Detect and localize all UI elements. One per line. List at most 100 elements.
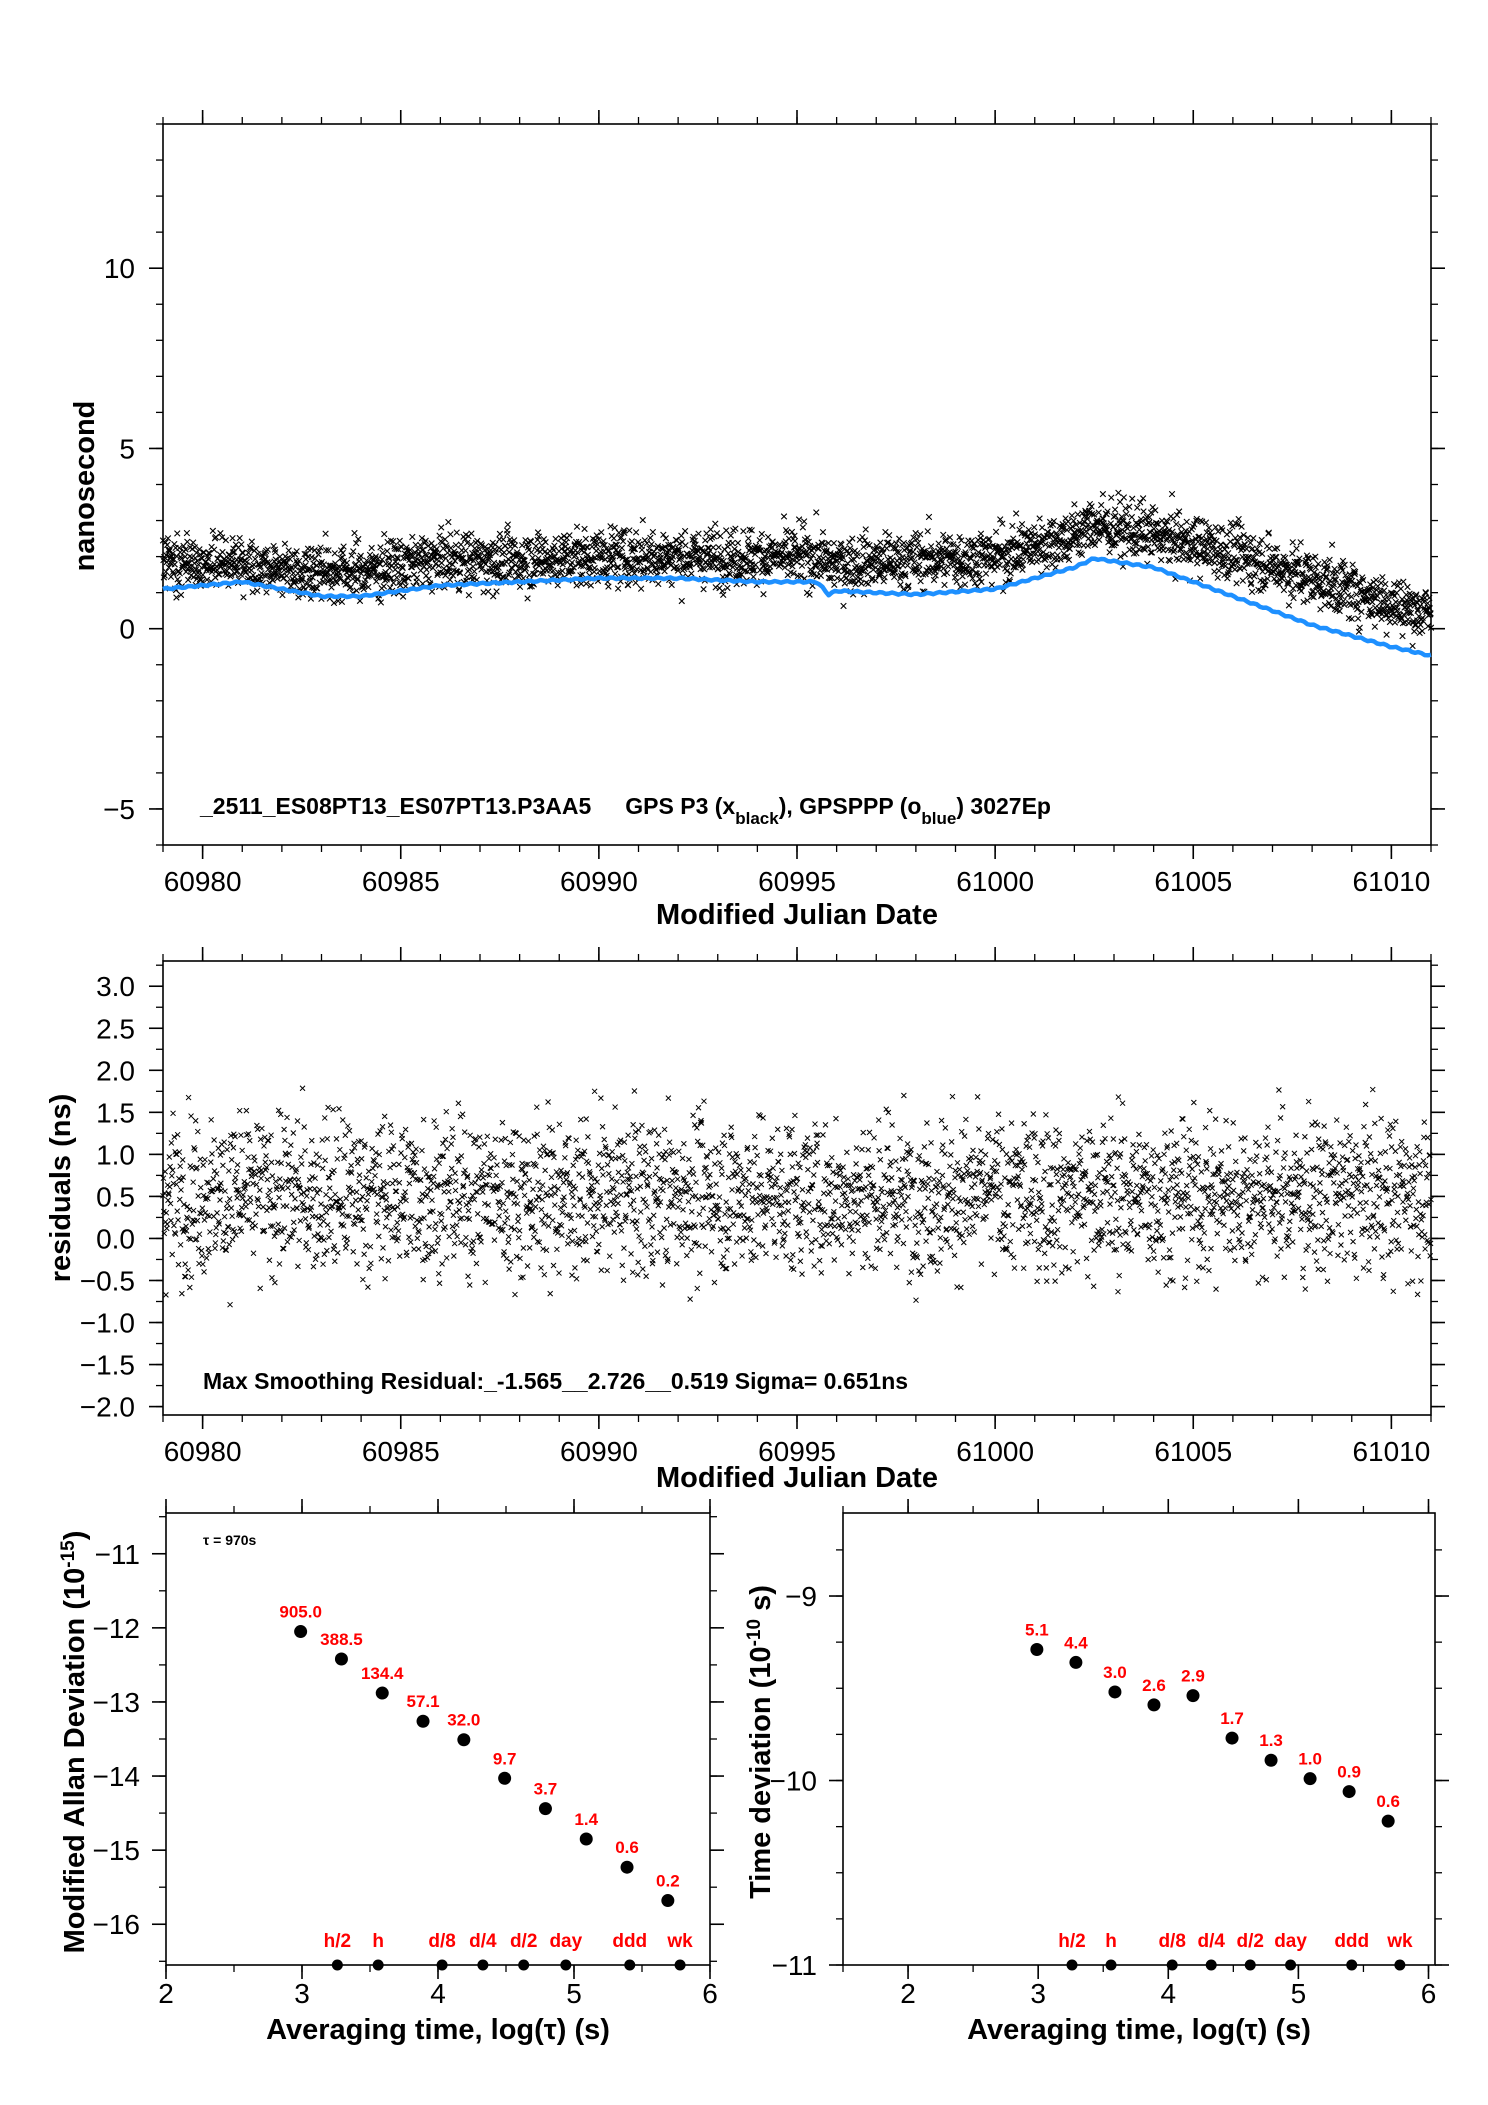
residual-point	[204, 1195, 211, 1202]
residual-point	[658, 1176, 665, 1183]
residual-point	[414, 1235, 421, 1242]
residual-point	[528, 1205, 534, 1212]
residual-point	[448, 1141, 455, 1147]
p3-point	[291, 551, 299, 558]
residual-point	[172, 1231, 179, 1237]
residual-point	[305, 1225, 312, 1232]
residual-point	[628, 1188, 635, 1194]
residual-point	[843, 1196, 850, 1202]
p3-point	[641, 537, 649, 544]
p3-point	[1098, 501, 1105, 509]
residual-point	[723, 1265, 730, 1272]
residual-point	[688, 1208, 695, 1215]
gps-p3-scatter	[159, 489, 1435, 650]
residual-point	[707, 1148, 714, 1155]
residual-point	[443, 1108, 450, 1115]
p3-point	[854, 549, 861, 557]
residual-point	[685, 1182, 691, 1189]
p3-point	[530, 570, 537, 578]
p3-point	[964, 562, 972, 569]
residual-point	[685, 1198, 692, 1205]
p3-point	[1310, 593, 1317, 601]
p3-point	[721, 563, 729, 570]
timeseries-y-axis-title: nanosecond	[69, 401, 101, 572]
residual-point	[727, 1213, 733, 1219]
residual-point	[663, 1247, 670, 1254]
residual-point	[493, 1172, 499, 1179]
p3-point	[1019, 561, 1027, 568]
residual-point	[596, 1200, 603, 1207]
y-tick-label: 0.5	[96, 1181, 135, 1212]
residual-point	[233, 1168, 240, 1175]
p3-point	[1364, 586, 1371, 594]
p3-point	[368, 544, 375, 552]
residual-point	[272, 1279, 278, 1286]
residual-point	[840, 1164, 846, 1170]
p3-point	[1191, 521, 1198, 528]
residual-point	[431, 1165, 438, 1172]
residual-point	[798, 1247, 805, 1253]
residual-point	[722, 1265, 729, 1272]
residual-point	[682, 1188, 688, 1195]
residual-point	[564, 1240, 571, 1247]
residual-point	[812, 1121, 818, 1127]
residual-point	[766, 1167, 773, 1174]
residual-point	[794, 1194, 800, 1200]
residual-point	[600, 1172, 606, 1178]
residual-point	[769, 1215, 775, 1222]
residual-point	[377, 1128, 383, 1134]
residual-point	[348, 1162, 355, 1169]
p3-point	[706, 564, 714, 571]
residual-point	[438, 1211, 445, 1218]
residual-point	[440, 1153, 447, 1160]
residual-point	[808, 1248, 815, 1254]
residual-point	[403, 1197, 409, 1204]
residual-point	[803, 1229, 810, 1235]
p3-point	[1068, 512, 1076, 519]
residual-point	[679, 1155, 686, 1162]
p3-point	[1058, 529, 1066, 536]
residual-point	[626, 1182, 632, 1188]
residual-point	[445, 1205, 452, 1211]
residual-point	[466, 1282, 473, 1288]
residual-point	[259, 1125, 265, 1132]
residual-point	[186, 1235, 192, 1242]
residual-point	[497, 1205, 503, 1212]
residual-point	[186, 1284, 193, 1291]
p3-point	[1281, 554, 1289, 562]
p3-point	[612, 541, 619, 548]
p3-point	[309, 574, 316, 581]
residual-point	[661, 1225, 668, 1231]
p3-point	[270, 542, 277, 550]
residual-point	[790, 1266, 797, 1273]
residual-point	[737, 1167, 744, 1173]
p3-point	[314, 585, 321, 592]
p3-point	[504, 530, 511, 538]
p3-point	[1130, 550, 1138, 557]
p3-point	[1421, 594, 1428, 601]
residual-point	[194, 1217, 201, 1224]
residual-point	[630, 1197, 637, 1204]
p3-point	[1341, 601, 1348, 608]
residual-point	[639, 1266, 646, 1272]
residual-point	[215, 1185, 221, 1192]
p3-point	[956, 562, 964, 569]
residual-point	[421, 1166, 428, 1172]
p3-point	[1193, 515, 1200, 523]
p3-point	[1152, 507, 1159, 514]
p3-point	[720, 557, 727, 565]
residual-point	[824, 1162, 831, 1169]
residual-point	[724, 1235, 731, 1242]
residual-point	[757, 1113, 763, 1119]
residual-point	[436, 1160, 442, 1167]
residual-point	[430, 1208, 436, 1214]
p3-point	[367, 572, 375, 579]
residual-point	[308, 1204, 315, 1210]
p3-point	[194, 557, 201, 565]
residual-point	[602, 1217, 608, 1224]
residual-point	[633, 1226, 640, 1232]
residual-point	[340, 1204, 347, 1211]
residual-point	[674, 1234, 681, 1241]
residual-point	[842, 1226, 849, 1233]
p3-point	[1348, 615, 1355, 622]
